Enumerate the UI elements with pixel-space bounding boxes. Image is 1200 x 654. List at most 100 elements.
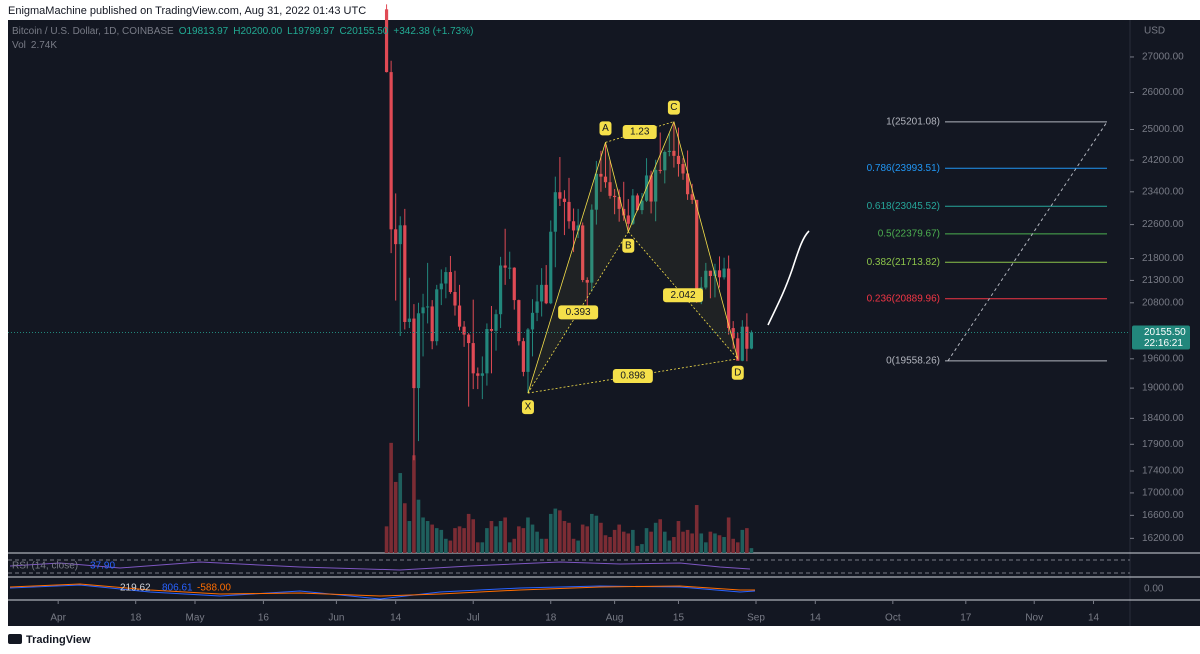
candle-body [622, 208, 626, 216]
brand-logo [8, 634, 22, 644]
volume-bar [617, 524, 621, 553]
candle-body [594, 173, 598, 210]
candle-body [526, 329, 530, 372]
candle-body [649, 175, 653, 202]
volume-bar [631, 529, 635, 553]
x-tick-label: Oct [885, 613, 901, 624]
volume-bar [421, 517, 425, 553]
candle-body [398, 225, 402, 245]
x-tick-label: Apr [50, 613, 66, 624]
candle-body [384, 9, 389, 73]
y-tick-label: 22600.00 [1142, 219, 1184, 230]
candle-body [667, 150, 671, 152]
volume-bar [580, 524, 585, 553]
pattern-leg [673, 121, 739, 359]
volume-bar [662, 531, 667, 553]
candle-body [498, 265, 503, 315]
fib-label: 0.236(20889.96) [867, 293, 940, 304]
volume-bar [503, 517, 507, 553]
volume-bar [681, 531, 685, 553]
pattern-area [628, 121, 738, 359]
candle-body [681, 164, 685, 174]
countdown: 22:16:21 [1144, 338, 1183, 349]
last-price-tag [1132, 325, 1190, 350]
x-tick-label: 14 [1088, 613, 1100, 624]
candle-body [631, 195, 635, 224]
point-label: C [670, 102, 677, 113]
volume-bar [403, 503, 407, 553]
close-label: C20155.50 [339, 26, 389, 37]
volume-bar [731, 538, 735, 553]
volume-bar [558, 510, 562, 553]
volume-bar [498, 521, 503, 553]
macd-histogram-value: 219.62 [120, 583, 151, 594]
candle-body [544, 284, 548, 304]
x-tick-label: Aug [606, 613, 624, 624]
volume-bar [694, 505, 699, 553]
candle-body [685, 173, 690, 195]
volume-bar [462, 528, 466, 553]
candle-body [731, 328, 735, 339]
volume-bar [475, 542, 480, 553]
signal-line [9, 583, 755, 597]
chart-background [8, 20, 1200, 626]
fib-label: 0.5(22379.67) [878, 228, 940, 239]
volume-bar [389, 442, 393, 553]
pattern-leg [527, 142, 606, 394]
y-tick-label: 17000.00 [1142, 488, 1184, 499]
candle-body [581, 225, 585, 280]
candle-body [503, 265, 507, 268]
volume-bar [471, 519, 476, 553]
candle-body [590, 209, 594, 283]
point-label: X [525, 402, 532, 413]
volume-bar [717, 535, 722, 553]
volume-bar [640, 544, 644, 553]
plot: 27000.00 26000.00 25000.00 24200.00 23400.00… [8, 4, 1190, 624]
volume-bar [548, 513, 553, 553]
candle-body [508, 267, 512, 269]
candle-body [462, 326, 466, 335]
pattern-leg [627, 121, 675, 232]
volume-bar [535, 531, 539, 553]
volume-bar [430, 524, 434, 553]
point-box [599, 121, 612, 136]
volume-bar [416, 499, 421, 553]
x-tick-label: 17 [960, 613, 972, 624]
ratio-box [622, 124, 657, 139]
volume-legend: Vol 2.74K [12, 40, 57, 51]
candle-body [480, 373, 484, 376]
candle-body [695, 199, 699, 302]
candle-body [736, 338, 740, 361]
volume-bar [621, 531, 626, 553]
volume-bar [576, 540, 580, 553]
publisher: EnigmaMachine published on TradingView.c… [8, 5, 366, 17]
low-label: L19799.97 [287, 26, 335, 37]
volume-bar [553, 508, 558, 553]
candle-body [654, 169, 658, 202]
candle-body [439, 283, 443, 290]
candle-body [576, 225, 580, 231]
point-box [622, 238, 635, 253]
x-tick-label: 18 [545, 613, 557, 624]
candle-body [535, 301, 539, 313]
candle-body [403, 225, 407, 322]
volume-bar [599, 522, 603, 553]
volume-bar [526, 517, 530, 553]
volume-bar [653, 522, 658, 553]
pattern-leg [605, 142, 629, 232]
volume-bar [448, 540, 453, 553]
y-tick-label: 17900.00 [1142, 439, 1184, 450]
drawn-stroke [767, 230, 810, 326]
volume-bar [626, 533, 631, 553]
currency-label: USD [1144, 26, 1165, 37]
y-tick-label: 17400.00 [1142, 466, 1184, 477]
volume-bar [740, 529, 745, 553]
candle-body [430, 306, 434, 342]
x-tick-label: May [186, 613, 205, 624]
point-label: B [625, 240, 632, 251]
pattern-ratio-line [527, 358, 738, 394]
volume-bar [635, 545, 640, 553]
candle-body [613, 195, 617, 198]
candle-body [416, 313, 421, 389]
